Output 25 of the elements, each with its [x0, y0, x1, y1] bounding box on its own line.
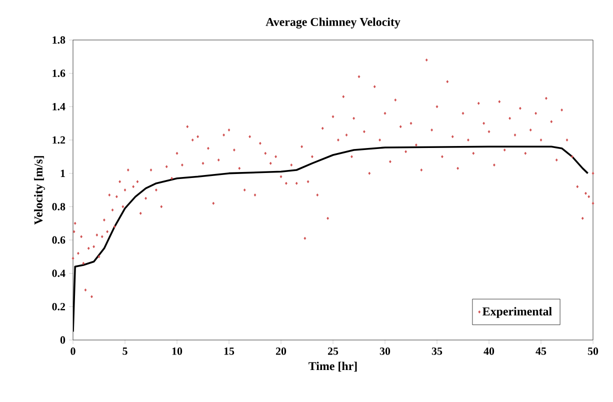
y-axis-title: Velocity [m/s]	[34, 156, 45, 225]
x-tick-label: 40	[484, 348, 494, 355]
x-tick-label: 30	[380, 348, 390, 355]
x-tick-label: 35	[432, 348, 442, 355]
x-tick-label: 0	[70, 348, 76, 355]
x-tick-label: 20	[276, 348, 286, 355]
y-tick-label: 0.2	[52, 302, 66, 310]
y-tick-label: 0.4	[52, 270, 66, 278]
x-tick-label: 10	[172, 348, 182, 355]
y-tick-label: 1.4	[52, 102, 66, 110]
y-tick-label: 1.8	[52, 36, 66, 44]
y-tick-label: 0.8	[52, 202, 66, 210]
y-tick-label: 1	[60, 170, 65, 177]
x-tick-label: 25	[328, 348, 338, 355]
y-tick-label: 0	[60, 336, 66, 344]
x-tick-label: 5	[122, 348, 128, 355]
chart-title: Average Chimney Velocity	[266, 18, 400, 29]
y-tick-label: 1.2	[52, 136, 66, 144]
y-tick-label: 1.6	[52, 70, 66, 78]
x-tick-label: 45	[536, 348, 546, 355]
x-axis-title: Time [hr]	[308, 362, 357, 372]
x-tick-label: 15	[224, 348, 234, 355]
y-tick-label: 0.6	[52, 236, 66, 244]
legend-label: Experimental	[482, 307, 552, 318]
x-tick-label: 50	[588, 348, 598, 355]
